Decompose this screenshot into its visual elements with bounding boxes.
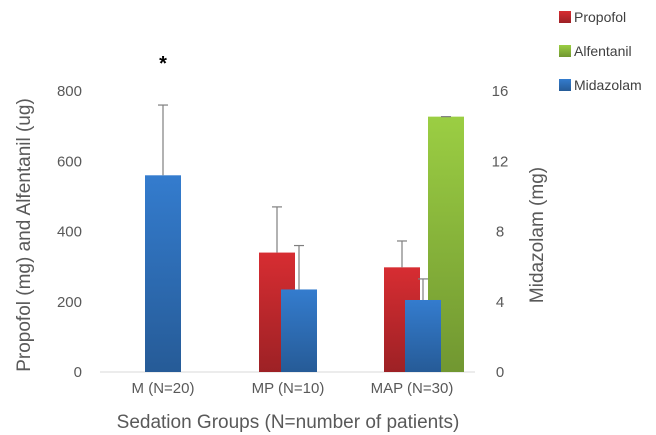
annotations-layer: * [159, 53, 167, 75]
bars-layer [145, 116, 464, 372]
x-axis-title: Sedation Groups (N=number of patients) [117, 412, 460, 433]
significance-marker: * [159, 53, 167, 75]
error-bars-layer [158, 104, 451, 300]
right-tick-labels: 0 4 8 12 16 [492, 83, 509, 381]
y-axis-title: Propofol (mg) and Alfentanil (ug) [14, 98, 35, 372]
bar-midazolam-m-n-20 [145, 175, 181, 372]
legend-swatch-propofol [559, 11, 571, 23]
y2-tick-label: 8 [496, 224, 504, 241]
x-tick-label: MAP (N=30) [371, 380, 454, 397]
y2-axis-title: Midazolam (mg) [527, 167, 548, 303]
y2-tick-label: 12 [492, 153, 509, 170]
bar-midazolam-mp-n-10 [281, 289, 317, 372]
legend-swatch-alfentanil [559, 45, 571, 57]
bar-midazolam-map-n-30 [405, 299, 441, 372]
y-tick-label: 600 [57, 153, 82, 170]
y-tick-label: 400 [57, 224, 82, 241]
legend-label-midazolam: Midazolam [574, 77, 642, 93]
y2-tick-label: 0 [496, 364, 504, 381]
y-tick-label: 200 [57, 294, 82, 311]
y2-tick-label: 4 [496, 294, 504, 311]
y2-tick-label: 16 [492, 83, 509, 100]
x-tick-label: MP (N=10) [252, 380, 325, 397]
legend-swatch-midazolam [559, 79, 571, 91]
y-tick-label: 0 [74, 364, 82, 381]
legend-label-alfentanil: Alfentanil [574, 43, 632, 59]
y-tick-label: 800 [57, 83, 82, 100]
left-tick-labels: 0 200 400 600 800 [57, 83, 82, 381]
category-labels: M (N=20) MP (N=10) MAP (N=30) [132, 380, 454, 397]
legend-label-propofol: Propofol [574, 9, 626, 25]
x-tick-label: M (N=20) [132, 380, 195, 397]
legend: Propofol Alfentanil Midazolam [559, 9, 642, 93]
